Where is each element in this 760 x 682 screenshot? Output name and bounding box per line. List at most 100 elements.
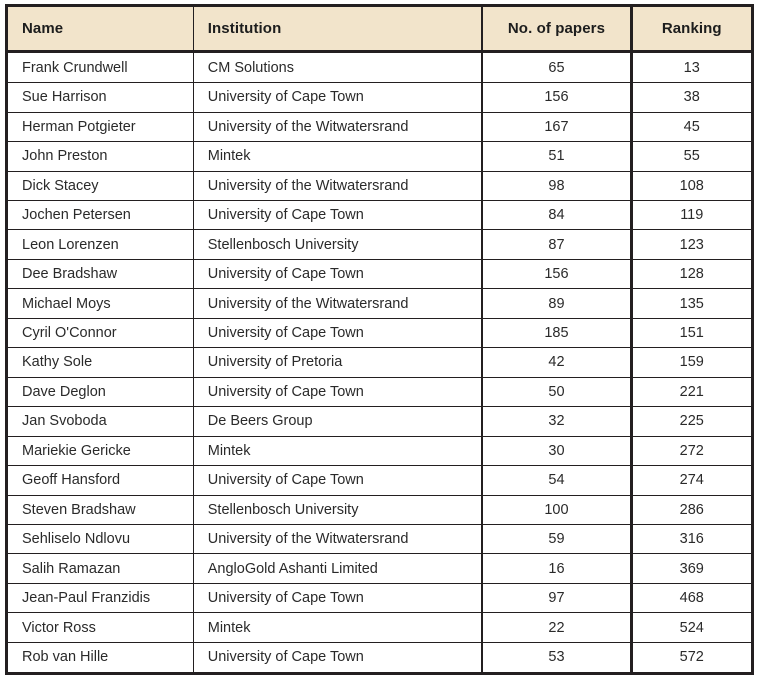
cell-name: Mariekie Gericke — [6, 435, 194, 466]
cell-name: Frank Crundwell — [6, 50, 194, 83]
table-row: Rob van Hille University of Cape Town 53 57… — [6, 641, 753, 674]
table-row: Frank Crundwell CM Solutions 65 13 — [6, 50, 753, 83]
table-row: Mariekie Gericke Mintek 30 272 — [6, 435, 753, 466]
table-row: Dee Bradshaw University of Cape Town 156 12… — [6, 258, 753, 289]
cell-ranking: 572 — [631, 641, 753, 674]
cell-institution: Stellenbosch University — [193, 229, 484, 260]
cell-papers: 59 — [482, 523, 633, 554]
cell-ranking: 123 — [631, 229, 753, 260]
authors-ranking-table: Name Institution No. of papers Ranking F… — [5, 4, 754, 675]
cell-ranking: 135 — [631, 288, 753, 319]
table-body: Frank Crundwell CM Solutions 65 13 Sue Harri… — [6, 50, 753, 674]
cell-institution: University of Cape Town — [193, 376, 484, 407]
table-row: Jochen Petersen University of Cape Town 84… — [6, 199, 753, 230]
cell-ranking: 119 — [631, 199, 753, 230]
cell-name: Jochen Petersen — [6, 199, 194, 230]
cell-name: Steven Bradshaw — [6, 494, 194, 525]
cell-name: Kathy Sole — [6, 347, 194, 378]
cell-papers: 87 — [482, 229, 633, 260]
cell-papers: 51 — [482, 141, 633, 172]
cell-ranking: 13 — [631, 50, 753, 83]
table-row: Steven Bradshaw Stellenbosch University 10… — [6, 494, 753, 525]
cell-institution: AngloGold Ashanti Limited — [193, 553, 484, 584]
table-container: Name Institution No. of papers Ranking F… — [5, 4, 755, 676]
cell-ranking: 524 — [631, 612, 753, 643]
cell-papers: 30 — [482, 435, 633, 466]
cell-papers: 156 — [482, 82, 633, 113]
cell-name: Geoff Hansford — [6, 465, 194, 496]
cell-ranking: 221 — [631, 376, 753, 407]
cell-name: Jean-Paul Franzidis — [6, 582, 194, 613]
cell-institution: University of Cape Town — [193, 82, 484, 113]
cell-ranking: 45 — [631, 111, 753, 142]
table-row: Salih Ramazan AngloGold Ashanti Limited 16… — [6, 553, 753, 584]
table-row: Jan Svoboda De Beers Group 32 225 — [6, 406, 753, 437]
table-row: Geoff Hansford University of Cape Town 54 2… — [6, 465, 753, 496]
cell-ranking: 151 — [631, 317, 753, 348]
cell-papers: 32 — [482, 406, 633, 437]
cell-institution: University of Cape Town — [193, 317, 484, 348]
cell-ranking: 468 — [631, 582, 753, 613]
cell-institution: University of the Witwatersrand — [193, 523, 484, 554]
cell-institution: Mintek — [193, 435, 484, 466]
cell-name: Dick Stacey — [6, 170, 194, 201]
column-header-ranking: Ranking — [631, 5, 753, 53]
cell-papers: 84 — [482, 199, 633, 230]
table-row: Sehliselo Ndlovu University of the Witwat… — [6, 523, 753, 554]
column-header-name: Name — [6, 5, 194, 53]
table-row: Leon Lorenzen Stellenbosch University 87 12… — [6, 229, 753, 260]
cell-institution: Stellenbosch University — [193, 494, 484, 525]
cell-name: John Preston — [6, 141, 194, 172]
cell-papers: 54 — [482, 465, 633, 496]
cell-institution: University of the Witwatersrand — [193, 111, 484, 142]
cell-ranking: 128 — [631, 258, 753, 289]
cell-ranking: 38 — [631, 82, 753, 113]
cell-ranking: 225 — [631, 406, 753, 437]
cell-name: Cyril O'Connor — [6, 317, 194, 348]
cell-institution: Mintek — [193, 612, 484, 643]
column-header-institution: Institution — [193, 5, 484, 53]
cell-name: Sehliselo Ndlovu — [6, 523, 194, 554]
cell-institution: University of Cape Town — [193, 641, 484, 674]
table-row: Jean-Paul Franzidis University of Cape To… — [6, 582, 753, 613]
cell-papers: 98 — [482, 170, 633, 201]
cell-papers: 65 — [482, 50, 633, 83]
cell-name: Dee Bradshaw — [6, 258, 194, 289]
cell-papers: 89 — [482, 288, 633, 319]
cell-institution: University of Cape Town — [193, 199, 484, 230]
cell-ranking: 369 — [631, 553, 753, 584]
cell-institution: University of Cape Town — [193, 258, 484, 289]
table-header: Name Institution No. of papers Ranking — [6, 5, 753, 53]
cell-papers: 16 — [482, 553, 633, 584]
cell-papers: 53 — [482, 641, 633, 674]
cell-name: Dave Deglon — [6, 376, 194, 407]
cell-papers: 22 — [482, 612, 633, 643]
table-row: Michael Moys University of the Witwatersr… — [6, 288, 753, 319]
cell-name: Rob van Hille — [6, 641, 194, 674]
cell-name: Salih Ramazan — [6, 553, 194, 584]
cell-institution: CM Solutions — [193, 50, 484, 83]
cell-papers: 167 — [482, 111, 633, 142]
cell-papers: 42 — [482, 347, 633, 378]
table-row: Cyril O'Connor University of Cape Town 185… — [6, 317, 753, 348]
cell-papers: 156 — [482, 258, 633, 289]
cell-ranking: 274 — [631, 465, 753, 496]
cell-name: Sue Harrison — [6, 82, 194, 113]
cell-institution: University of the Witwatersrand — [193, 288, 484, 319]
cell-ranking: 108 — [631, 170, 753, 201]
column-header-papers: No. of papers — [482, 5, 633, 53]
table-row: Dick Stacey University of the Witwatersra… — [6, 170, 753, 201]
cell-institution: University of Pretoria — [193, 347, 484, 378]
cell-ranking: 286 — [631, 494, 753, 525]
cell-institution: University of Cape Town — [193, 582, 484, 613]
table-row: Herman Potgieter University of the Witwat… — [6, 111, 753, 142]
cell-institution: De Beers Group — [193, 406, 484, 437]
cell-name: Michael Moys — [6, 288, 194, 319]
cell-ranking: 316 — [631, 523, 753, 554]
table-row: Sue Harrison University of Cape Town 156 38 — [6, 82, 753, 113]
cell-name: Leon Lorenzen — [6, 229, 194, 260]
cell-institution: University of Cape Town — [193, 465, 484, 496]
cell-ranking: 55 — [631, 141, 753, 172]
cell-papers: 50 — [482, 376, 633, 407]
header-row: Name Institution No. of papers Ranking — [6, 5, 753, 53]
